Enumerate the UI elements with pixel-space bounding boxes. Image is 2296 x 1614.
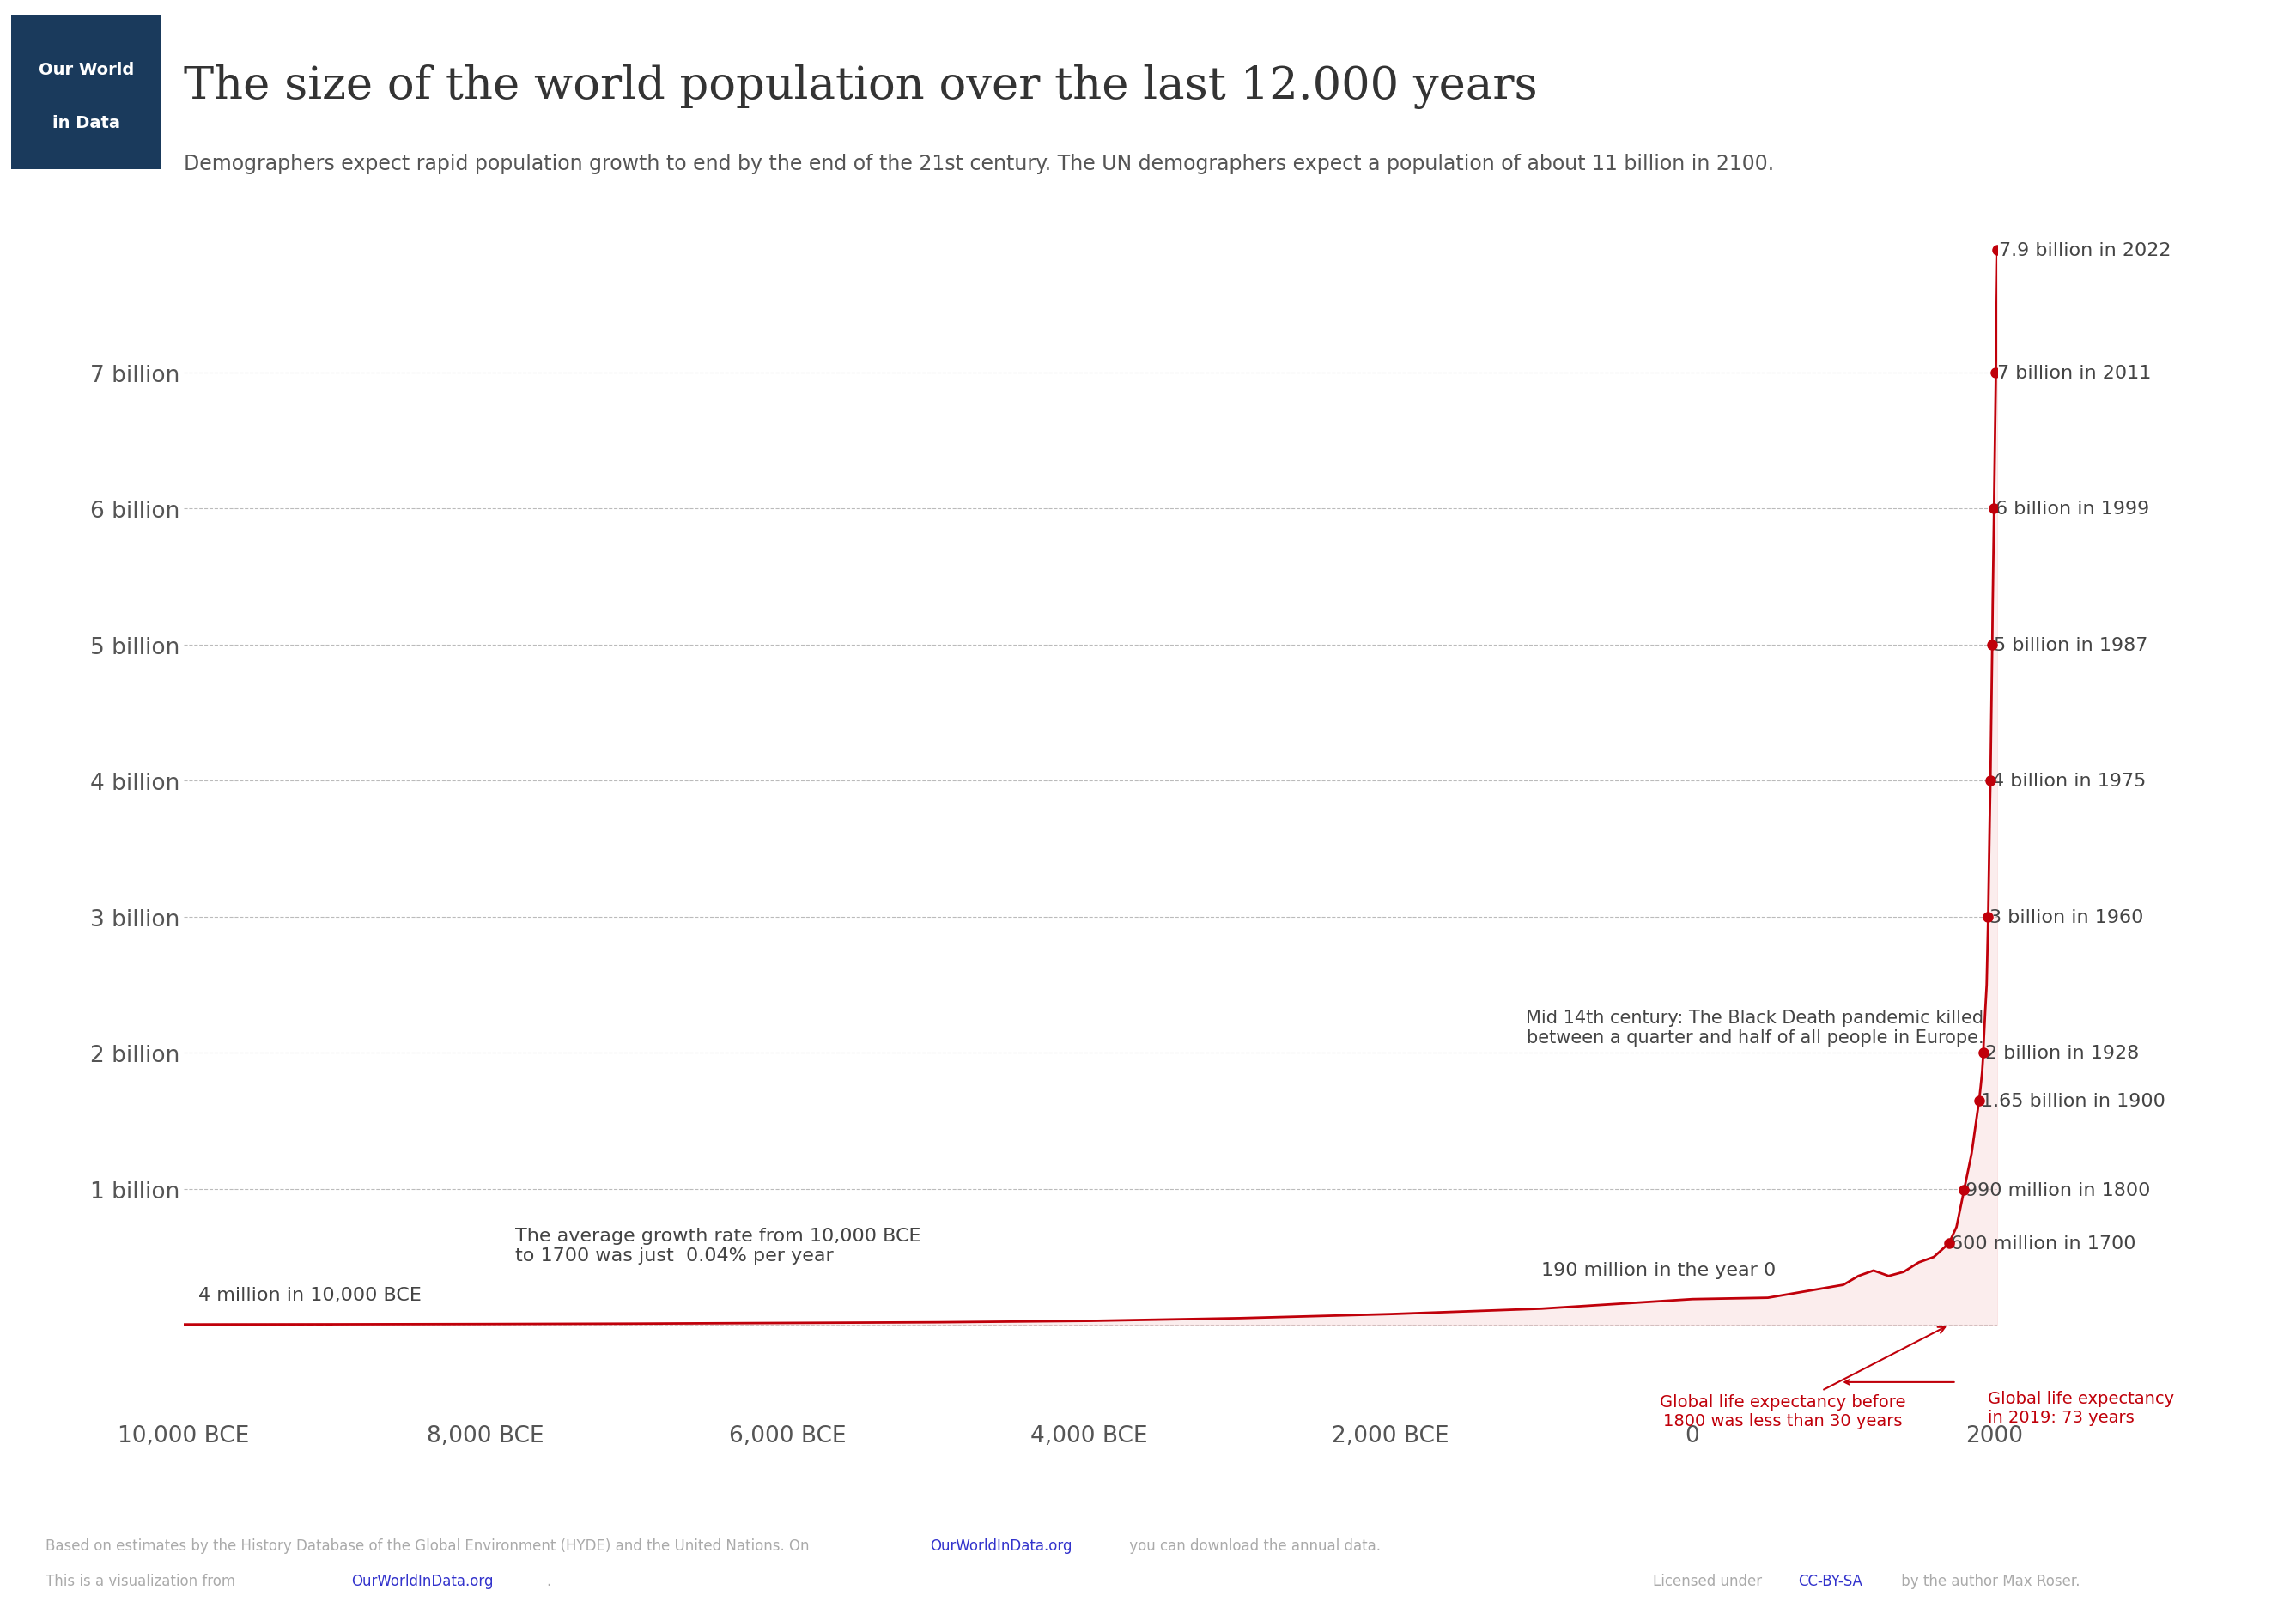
Text: in Data: in Data xyxy=(53,115,119,132)
Text: 4 billion in 1975: 4 billion in 1975 xyxy=(1993,773,2147,789)
Text: by the author Max Roser.: by the author Max Roser. xyxy=(1896,1572,2080,1588)
Text: Demographers expect rapid population growth to end by the end of the 21st centur: Demographers expect rapid population gro… xyxy=(184,153,1775,174)
Text: 190 million in the year 0: 190 million in the year 0 xyxy=(1541,1261,1777,1278)
Text: OurWorldInData.org: OurWorldInData.org xyxy=(930,1537,1072,1553)
Text: 7.9 billion in 2022: 7.9 billion in 2022 xyxy=(2000,242,2172,260)
Text: Global life expectancy before
1800 was less than 30 years: Global life expectancy before 1800 was l… xyxy=(1660,1327,1945,1428)
Text: 6 billion in 1999: 6 billion in 1999 xyxy=(1995,500,2149,518)
Text: The average growth rate from 10,000 BCE
to 1700 was just  0.04% per year: The average growth rate from 10,000 BCE … xyxy=(517,1227,921,1264)
Text: 4 million in 10,000 BCE: 4 million in 10,000 BCE xyxy=(200,1286,422,1304)
Text: CC-BY-SA: CC-BY-SA xyxy=(1798,1572,1862,1588)
Text: Licensed under: Licensed under xyxy=(1653,1572,1768,1588)
Text: OurWorldInData.org: OurWorldInData.org xyxy=(351,1572,494,1588)
Text: 1.65 billion in 1900: 1.65 billion in 1900 xyxy=(1981,1093,2165,1109)
Text: 7 billion in 2011: 7 billion in 2011 xyxy=(1998,365,2151,381)
Text: you can download the annual data.: you can download the annual data. xyxy=(1125,1537,1380,1553)
Text: 3 billion in 1960: 3 billion in 1960 xyxy=(1991,909,2144,926)
Text: Global life expectancy
in 2019: 73 years: Global life expectancy in 2019: 73 years xyxy=(1988,1390,2174,1425)
Text: This is a visualization from: This is a visualization from xyxy=(46,1572,241,1588)
Text: Mid 14th century: The Black Death pandemic killed
between a quarter and half of : Mid 14th century: The Black Death pandem… xyxy=(1527,1009,1984,1046)
Text: 600 million in 1700: 600 million in 1700 xyxy=(1949,1235,2135,1252)
Text: .: . xyxy=(546,1572,551,1588)
Text: 5 billion in 1987: 5 billion in 1987 xyxy=(1993,636,2147,654)
Text: Our World: Our World xyxy=(39,61,133,77)
Text: The size of the world population over the last 12.000 years: The size of the world population over th… xyxy=(184,65,1538,110)
Text: Based on estimates by the History Database of the Global Environment (HYDE) and : Based on estimates by the History Databa… xyxy=(46,1537,815,1553)
Text: 990 million in 1800: 990 million in 1800 xyxy=(1965,1181,2151,1199)
Text: 2 billion in 1928: 2 billion in 1928 xyxy=(1984,1044,2140,1062)
